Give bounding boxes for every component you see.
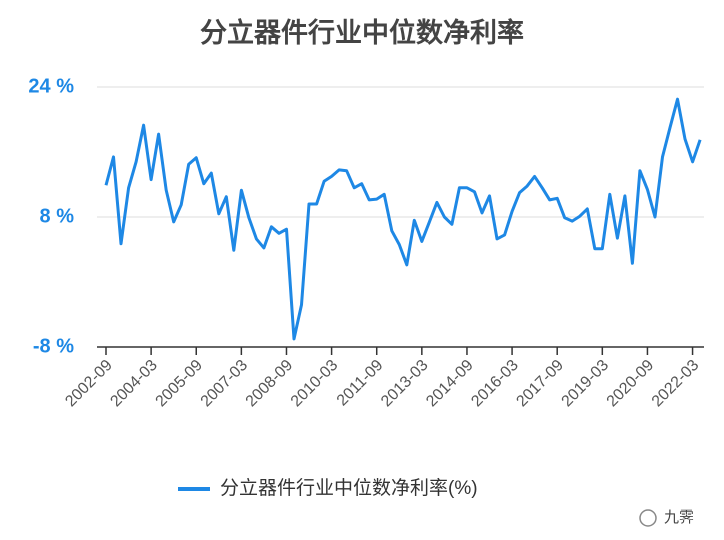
watermark: 九霁 [664,509,694,526]
y-tick-label: 8 % [40,205,75,227]
y-tick-label: -8 % [33,335,74,357]
data-line [104,97,702,341]
x-tick-label: 2002-09 [62,357,116,411]
x-tick-label: 2007-03 [198,357,252,411]
legend-label: 分立器件行业中位数净利率(%) [220,477,478,499]
x-tick-label: 2010-03 [288,357,342,411]
x-tick-label: 2017-09 [513,357,567,411]
x-tick-label: 2019-03 [559,357,613,411]
chart-title: 分立器件行业中位数净利率 [200,17,524,48]
x-tick-label: 2013-03 [378,357,432,411]
x-tick-label: 2016-03 [468,357,522,411]
x-tick-label: 2020-09 [604,357,658,411]
y-tick-label: 24 % [28,75,74,97]
x-tick-label: 2011-09 [334,357,387,410]
watermark-icon [639,509,657,527]
x-tick-label: 2004-03 [107,357,161,411]
x-tick-label: 2014-09 [423,357,477,411]
x-tick-label: 2022-03 [649,357,703,411]
x-tick-label: 2008-09 [243,357,297,411]
x-tick-label: 2005-09 [153,357,207,411]
